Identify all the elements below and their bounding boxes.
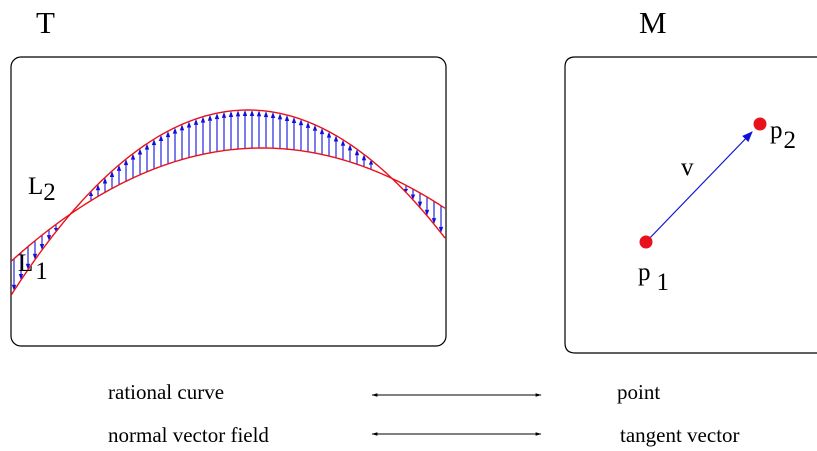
caption-point: point <box>617 380 660 404</box>
normal-vector-head-34 <box>277 113 283 120</box>
normal-vector-head-47 <box>368 159 374 165</box>
label-v: v <box>681 154 694 181</box>
point-p1 <box>639 235 653 249</box>
point-p2 <box>753 117 767 131</box>
normal-vector-head-28 <box>235 110 241 117</box>
normal-vector-head-38 <box>305 121 311 128</box>
normal-vector-head-39 <box>312 124 318 131</box>
normal-vector-head-5 <box>46 235 52 241</box>
normal-vector-head-37 <box>298 119 304 126</box>
normal-vector-head-31 <box>256 110 262 117</box>
normal-vector-head-32 <box>263 111 269 118</box>
normal-vector-head-2 <box>25 263 31 270</box>
normal-vector-head-40 <box>319 128 325 135</box>
normal-vector-head-44 <box>347 144 353 151</box>
normal-vector-head-27 <box>228 110 234 117</box>
normal-vector-head-26 <box>221 111 227 118</box>
normal-vector-head-49 <box>410 194 416 200</box>
normal-vector-head-1 <box>18 274 24 281</box>
normal-vector-head-21 <box>186 121 192 128</box>
caption-tangent-vector: tangent vector <box>620 423 740 447</box>
normal-vector-head-3 <box>32 253 38 260</box>
normal-vector-head-24 <box>207 114 213 121</box>
normal-vector-head-36 <box>291 116 297 123</box>
panel-m-title: M <box>639 5 667 40</box>
tangent-vector-v <box>645 131 753 243</box>
normal-vector-head-42 <box>333 135 339 142</box>
normal-vector-head-53 <box>438 226 444 233</box>
normal-vector-head-48 <box>403 188 409 193</box>
label-p2: p2 <box>770 117 796 154</box>
normal-vector-head-45 <box>354 149 360 156</box>
correspondence-row-1: rational curve point <box>108 380 660 404</box>
caption-rational-curve: rational curve <box>108 380 224 404</box>
normal-vector-head-29 <box>242 110 248 117</box>
curve-l2 <box>11 147 446 262</box>
normal-vector-head-30 <box>249 110 255 117</box>
normal-vector-head-11 <box>116 164 122 171</box>
normal-vector-head-43 <box>340 139 346 146</box>
curve-l1 <box>11 109 446 296</box>
normal-vector-head-15 <box>144 143 150 150</box>
normal-vector-head-10 <box>109 171 115 178</box>
normal-vector-head-46 <box>361 154 367 161</box>
normal-vector-field <box>11 110 444 291</box>
left-panel-frame <box>10 56 447 347</box>
left-panel: L2 L1 <box>10 56 447 347</box>
normal-vector-head-13 <box>130 153 136 160</box>
normal-vector-head-16 <box>151 139 157 146</box>
right-panel-frame <box>564 56 817 354</box>
normal-vector-head-41 <box>326 131 332 138</box>
normal-vector-head-33 <box>270 112 276 119</box>
normal-vector-head-18 <box>165 131 171 138</box>
normal-vector-head-51 <box>424 209 430 216</box>
normal-vector-head-22 <box>193 118 199 125</box>
normal-vector-head-23 <box>200 116 206 123</box>
panel-t-title: T <box>36 5 55 40</box>
normal-vector-head-12 <box>123 159 129 166</box>
normal-vector-head-7 <box>88 191 94 196</box>
normal-vector-head-52 <box>431 218 437 225</box>
normal-vector-head-0 <box>11 284 17 291</box>
normal-vector-head-14 <box>137 148 143 155</box>
normal-vector-head-6 <box>53 228 59 232</box>
caption-normal-vector-field: normal vector field <box>108 423 269 447</box>
normal-vector-head-20 <box>179 124 185 131</box>
label-l1: L1 <box>18 250 48 285</box>
normal-vector-head-8 <box>95 184 101 191</box>
normal-vector-head-9 <box>102 177 108 184</box>
normal-vector-head-35 <box>284 115 290 122</box>
normal-vector-head-50 <box>417 201 423 208</box>
correspondence-row-2: normal vector field tangent vector <box>108 423 740 447</box>
normal-vector-head-25 <box>214 113 220 120</box>
normal-vector-head-4 <box>39 244 45 251</box>
label-l2: L2 <box>28 173 56 206</box>
normal-vector-head-19 <box>172 127 178 134</box>
normal-vector-head-17 <box>158 134 164 141</box>
